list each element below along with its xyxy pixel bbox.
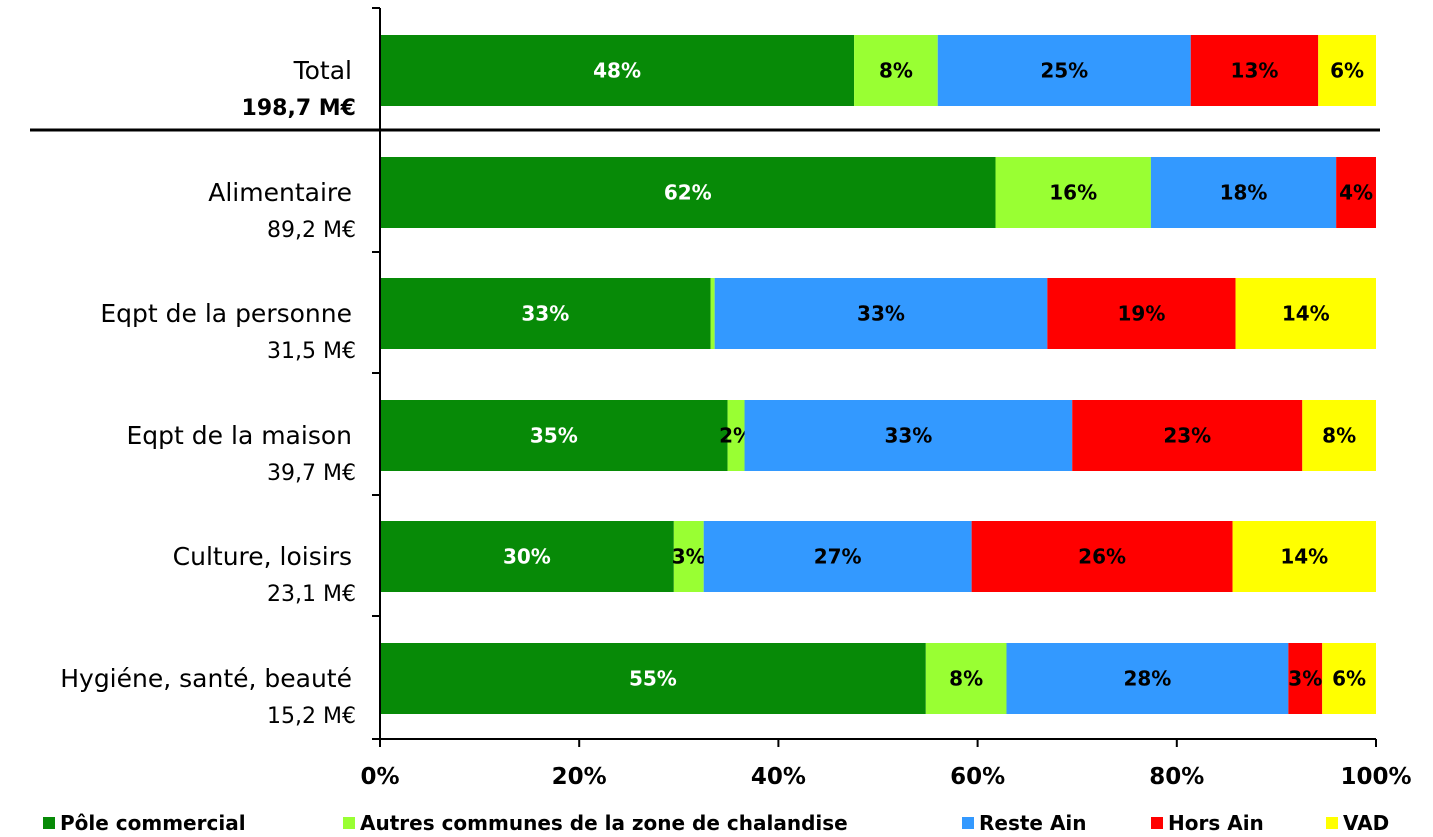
data-label: 19% xyxy=(1118,302,1166,326)
data-label: 28% xyxy=(1123,667,1171,691)
category-label: Culture, loisirs xyxy=(173,542,352,571)
data-label: 16% xyxy=(1049,181,1097,205)
axes-group: Total 198,7 M€ Alimentaire 89,2 M€ Eqpt de l… xyxy=(30,7,1412,790)
bar-segment xyxy=(380,643,926,714)
legend-swatch xyxy=(1326,817,1338,829)
bar-segment xyxy=(1072,400,1303,471)
data-label: 14% xyxy=(1282,302,1330,326)
data-label: 23% xyxy=(1163,424,1211,448)
data-label: 33% xyxy=(521,302,569,326)
bar-segment xyxy=(380,521,674,592)
data-label: 62% xyxy=(664,181,712,205)
bar-segment xyxy=(380,35,855,106)
x-tick-label: 100% xyxy=(1340,764,1411,790)
data-label: 8% xyxy=(1322,424,1356,448)
data-label: 25% xyxy=(1040,59,1088,83)
bar-segment xyxy=(1336,157,1376,228)
bar-segment xyxy=(1150,157,1337,228)
bar-segment xyxy=(925,643,1007,714)
bar-segment xyxy=(1302,400,1376,471)
category-total-label: 31,5 M€ xyxy=(267,339,356,364)
bar-segment xyxy=(714,278,1048,349)
bar-segment xyxy=(854,35,938,106)
data-label: 30% xyxy=(503,545,551,569)
data-label: 6% xyxy=(1332,667,1366,691)
bar-segment xyxy=(1006,643,1289,714)
category-label: Hygiéne, santé, beauté xyxy=(60,664,352,693)
bar-segment xyxy=(971,521,1233,592)
data-label: 33% xyxy=(857,302,905,326)
legend-label: Pôle commercial xyxy=(60,811,246,835)
bar-segment xyxy=(380,400,728,471)
category-label: Alimentaire xyxy=(208,178,352,207)
bar-segment xyxy=(710,278,715,349)
data-label: 35% xyxy=(530,424,578,448)
bar-segment xyxy=(380,157,996,228)
data-label: 55% xyxy=(629,667,677,691)
legend-label: Autres communes de la zone de chalandise xyxy=(360,811,848,835)
legend-swatch xyxy=(1151,817,1163,829)
bar-segment xyxy=(380,278,711,349)
data-label: 18% xyxy=(1220,181,1268,205)
x-tick-label: 60% xyxy=(950,764,1005,790)
bar-segment xyxy=(727,400,745,471)
data-label: 14% xyxy=(1280,545,1328,569)
legend-label: Reste Ain xyxy=(979,811,1087,835)
data-label: 8% xyxy=(879,59,913,83)
bar-segment xyxy=(995,157,1151,228)
bars-group: 48% 8% 25% 13% 6% 62% 16% 18% 4% 33% 33% 19% 14% 35% 2… xyxy=(380,35,1376,714)
bar-segment xyxy=(703,521,972,592)
bar-segment xyxy=(1235,278,1376,349)
legend-swatch xyxy=(43,817,55,829)
bar-segment xyxy=(744,400,1073,471)
data-label: 6% xyxy=(1330,59,1364,83)
data-label: 33% xyxy=(884,424,932,448)
x-tick-label: 20% xyxy=(552,764,607,790)
legend-swatch xyxy=(343,817,355,829)
data-label: 8% xyxy=(949,667,983,691)
bar-segment xyxy=(1190,35,1319,106)
category-total-label: 89,2 M€ xyxy=(267,218,356,243)
x-tick-label: 80% xyxy=(1149,764,1204,790)
bar-segment xyxy=(1322,643,1376,714)
data-label: 13% xyxy=(1231,59,1279,83)
legend-label: VAD xyxy=(1343,811,1389,835)
category-total-label: 198,7 M€ xyxy=(242,96,356,121)
category-label: Total xyxy=(293,56,352,85)
bar-segment xyxy=(1232,521,1376,592)
legend-swatch xyxy=(962,817,974,829)
category-label: Eqpt de la personne xyxy=(100,299,352,328)
bar-segment xyxy=(673,521,704,592)
data-label: 27% xyxy=(814,545,862,569)
x-tick-label: 0% xyxy=(360,764,399,790)
data-label: 48% xyxy=(593,59,641,83)
legend-group: Pôle commercial Autres communes de la zon… xyxy=(43,811,1389,835)
bar-segment xyxy=(937,35,1191,106)
data-label: 4% xyxy=(1339,181,1373,205)
data-label: 3% xyxy=(1288,667,1322,691)
bar-segment xyxy=(1318,35,1376,106)
x-tick-label: 40% xyxy=(751,764,806,790)
category-total-label: 23,1 M€ xyxy=(267,582,356,607)
data-label: 3% xyxy=(672,545,706,569)
bar-segment xyxy=(1288,643,1323,714)
category-total-label: 15,2 M€ xyxy=(267,704,356,729)
data-label: 26% xyxy=(1078,545,1126,569)
bar-segment xyxy=(1047,278,1236,349)
category-label: Eqpt de la maison xyxy=(127,421,352,450)
category-total-label: 39,7 M€ xyxy=(267,461,356,486)
legend-label: Hors Ain xyxy=(1168,811,1264,835)
